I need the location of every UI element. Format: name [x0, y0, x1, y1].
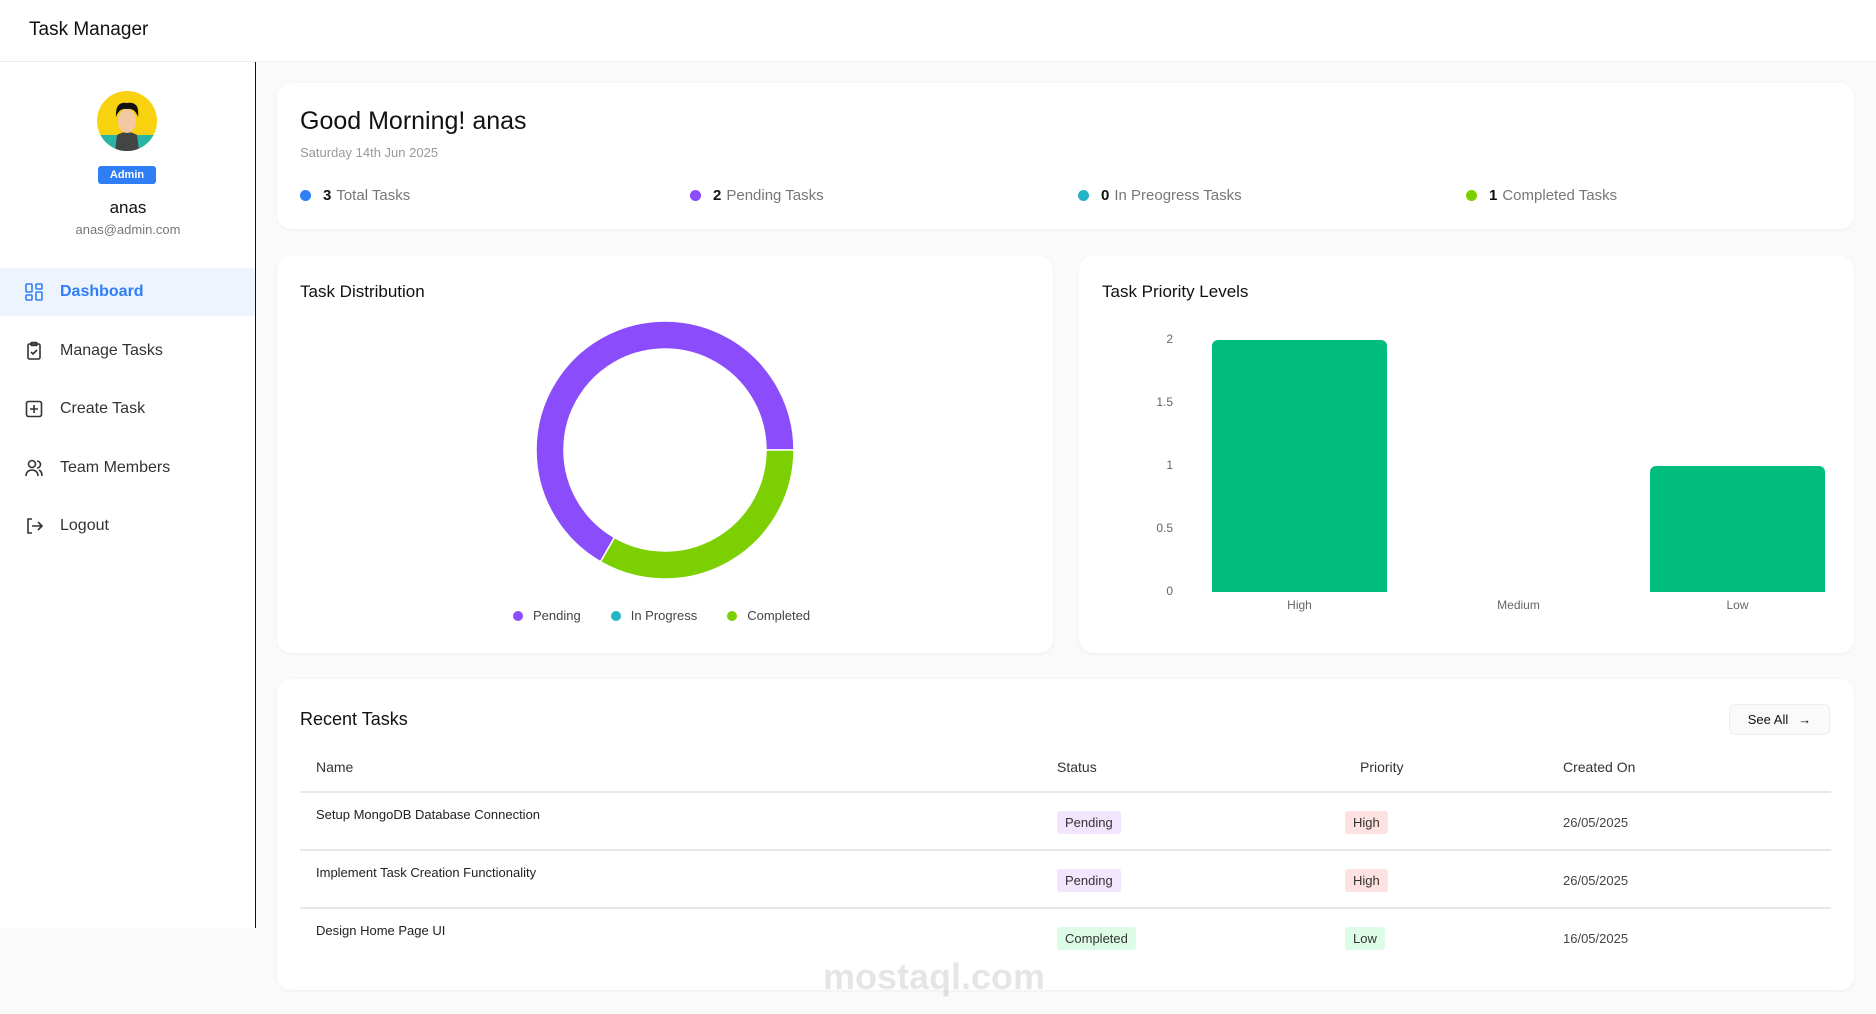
sidebar-item-team-members[interactable]: Team Members: [0, 444, 255, 492]
column-header-created: Created On: [1563, 759, 1636, 775]
user-name: anas: [109, 198, 147, 217]
divider: [300, 907, 1831, 909]
y-tick-label: 1: [1166, 458, 1173, 472]
app-title: Task Manager: [29, 19, 149, 40]
table-row[interactable]: Design Home Page UI Completed Low 16/05/…: [300, 908, 1831, 966]
created-date: 26/05/2025: [1563, 815, 1629, 830]
plus-square-icon: [25, 400, 43, 418]
stat-pending: 2 Pending Tasks: [690, 187, 824, 204]
priority-badge: High: [1345, 811, 1388, 834]
y-tick-label: 2: [1166, 332, 1173, 346]
chart-title: Task Distribution: [300, 282, 425, 301]
legend-pending: Pending: [513, 608, 581, 623]
legend-in-progress: In Progress: [610, 608, 697, 623]
sidebar-item-label: Manage Tasks: [60, 342, 163, 359]
users-icon: [25, 459, 43, 477]
status-badge: Pending: [1057, 869, 1121, 892]
user-email: anas@admin.com: [75, 222, 181, 237]
current-date: Saturday 14th Jun 2025: [300, 145, 439, 160]
task-name: Implement Task Creation Functionality: [316, 865, 537, 880]
status-badge: Pending: [1057, 811, 1121, 834]
greeting-card: Good Morning! anas Saturday 14th Jun 202…: [277, 83, 1854, 229]
x-tick-label: Medium: [1497, 598, 1540, 612]
sidebar-item-dashboard[interactable]: Dashboard: [0, 268, 255, 316]
priority-badge: Low: [1345, 927, 1385, 950]
status-badge: Completed: [1057, 927, 1136, 950]
donut-slice-pending: [535, 320, 795, 563]
table-row[interactable]: Implement Task Creation Functionality Pe…: [300, 850, 1831, 909]
avatar: [97, 91, 157, 151]
column-header-priority: Priority: [1360, 759, 1404, 775]
task-priority-card: Task Priority Levels 0 0.5 1 1.5 2 High Medium…: [1079, 256, 1854, 653]
role-badge: Admin: [98, 166, 156, 184]
status-dot: [1078, 190, 1089, 201]
bar-chart: 0 0.5 1 1.5 2 High Medium Low: [1079, 256, 1854, 653]
logout-icon: [27, 518, 44, 534]
priority-badge: High: [1345, 869, 1388, 892]
sidebar-item-manage-tasks[interactable]: Manage Tasks: [0, 327, 255, 375]
chart-legend: Pending In Progress Completed: [513, 608, 840, 623]
y-tick-label: 1.5: [1156, 395, 1173, 409]
sidebar-item-create-task[interactable]: Create Task: [0, 385, 255, 433]
dashboard-grid-icon: [25, 283, 43, 301]
sidebar-item-logout[interactable]: Logout: [0, 502, 255, 550]
created-date: 16/05/2025: [1563, 931, 1629, 946]
clipboard-check-icon: [27, 341, 41, 360]
donut-chart: [535, 320, 795, 580]
y-tick-label: 0: [1166, 584, 1173, 598]
sidebar-item-label: Logout: [60, 517, 109, 534]
watermark: mostaql.com: [823, 956, 1046, 997]
table-row[interactable]: Setup MongoDB Database Connection Pendin…: [300, 792, 1831, 851]
x-tick-label: High: [1287, 598, 1312, 612]
task-name: Setup MongoDB Database Connection: [316, 807, 541, 822]
sidebar-item-label: Create Task: [60, 400, 146, 417]
sidebar: Admin anas anas@admin.com Dashboard Mana…: [0, 62, 256, 928]
status-dot: [1466, 190, 1477, 201]
x-tick-label: Low: [1726, 598, 1749, 612]
legend-completed: Completed: [727, 608, 810, 623]
top-header: Task Manager: [0, 0, 1876, 62]
donut-slice-completed: [599, 449, 795, 580]
task-distribution-card: Task Distribution Pending In Progress Co…: [277, 256, 1053, 653]
created-date: 26/05/2025: [1563, 873, 1629, 888]
divider: [300, 849, 1831, 851]
recent-tasks-card: Recent Tasks See All → Name Status Priori…: [277, 679, 1854, 990]
status-dot: [300, 190, 311, 201]
column-header-name: Name: [316, 759, 354, 775]
bar-high: [1212, 340, 1387, 592]
arrow-right-icon: →: [1798, 712, 1812, 727]
y-tick-label: 0.5: [1156, 521, 1173, 535]
sidebar-item-label: Dashboard: [60, 283, 144, 300]
status-dot: [690, 190, 701, 201]
stat-completed: 1 Completed Tasks: [1466, 187, 1617, 204]
see-all-button[interactable]: See All →: [1729, 704, 1830, 735]
sidebar-item-label: Team Members: [60, 459, 171, 476]
bar-low: [1650, 466, 1825, 592]
section-title: Recent Tasks: [300, 709, 408, 729]
stat-total: 3 Total Tasks: [300, 187, 410, 204]
greeting-title: Good Morning! anas: [300, 107, 527, 135]
column-header-status: Status: [1057, 759, 1097, 775]
task-name: Design Home Page UI: [316, 923, 446, 938]
chart-title: Task Priority Levels: [1102, 282, 1249, 301]
stat-in-progress: 0 In Preogress Tasks: [1078, 187, 1242, 204]
divider: [300, 791, 1831, 793]
